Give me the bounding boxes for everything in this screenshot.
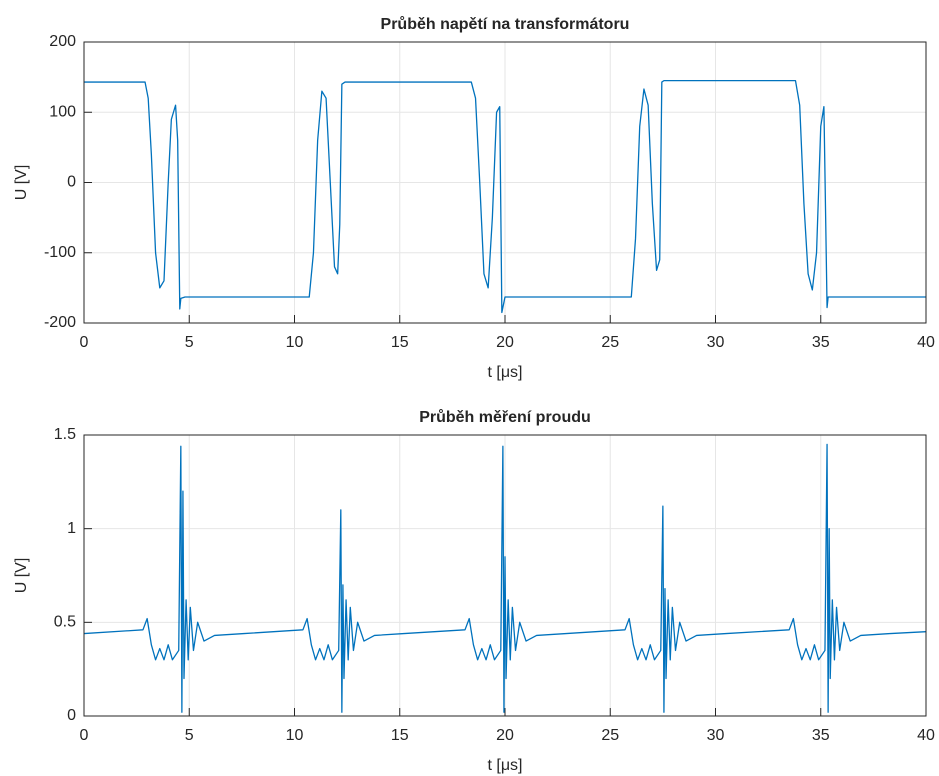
x-tick-label: 25 bbox=[601, 727, 619, 744]
x-tick-label: 0 bbox=[80, 727, 89, 744]
data-line bbox=[84, 79, 926, 314]
x-tick-label: 30 bbox=[707, 727, 725, 744]
y-tick-label: 100 bbox=[49, 103, 76, 120]
x-tick-label: 25 bbox=[601, 334, 619, 351]
x-tick-label: 20 bbox=[496, 727, 514, 744]
x-tick-label: 40 bbox=[917, 334, 935, 351]
x-tick-label: 10 bbox=[286, 334, 304, 351]
y-tick-label: 0 bbox=[67, 174, 76, 191]
x-tick-label: 30 bbox=[707, 334, 725, 351]
data-line bbox=[83, 443, 927, 713]
y-axis-label: U [V] bbox=[13, 165, 30, 201]
x-tick-label: 40 bbox=[917, 727, 935, 744]
y-tick-label: -200 bbox=[44, 314, 76, 331]
x-tick-label: 35 bbox=[812, 727, 830, 744]
x-tick-label: 20 bbox=[496, 334, 514, 351]
y-tick-label: 1 bbox=[67, 520, 76, 537]
x-axis-label: t [μs] bbox=[488, 757, 523, 774]
y-tick-label: 0.5 bbox=[54, 614, 76, 631]
y-tick-label: 0 bbox=[67, 707, 76, 724]
x-tick-label: 5 bbox=[185, 334, 194, 351]
x-tick-label: 15 bbox=[391, 334, 409, 351]
axes-box bbox=[83, 434, 927, 717]
y-tick-label: -100 bbox=[44, 244, 76, 261]
x-tick-label: 10 bbox=[286, 727, 304, 744]
x-tick-label: 5 bbox=[185, 727, 194, 744]
x-tick-label: 0 bbox=[80, 334, 89, 351]
x-tick-label: 15 bbox=[391, 727, 409, 744]
chart-title: Průběh měření proudu bbox=[419, 409, 591, 426]
y-tick-label: 200 bbox=[49, 33, 76, 50]
x-axis-label: t [μs] bbox=[488, 364, 523, 381]
y-tick-label: 1.5 bbox=[54, 426, 76, 443]
x-tick-label: 35 bbox=[812, 334, 830, 351]
axes-box bbox=[83, 41, 927, 324]
chart-title: Průběh napětí na transformátoru bbox=[381, 16, 630, 33]
y-axis-label: U [V] bbox=[13, 558, 30, 594]
